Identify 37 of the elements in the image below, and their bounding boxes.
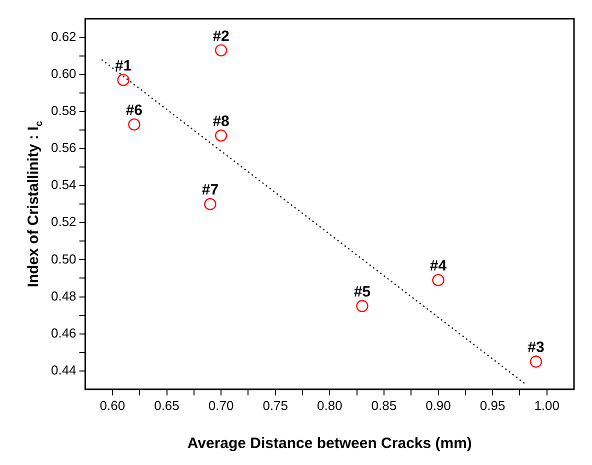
point — [530, 356, 542, 368]
x-tick-label: 1.00 — [534, 398, 560, 413]
x-tick-label: 0.75 — [262, 398, 288, 413]
x-tick-label: 0.70 — [208, 398, 234, 413]
point — [356, 300, 368, 312]
y-tick-label: 0.52 — [50, 214, 76, 230]
y-tick-label: 0.44 — [50, 362, 76, 378]
x-tick-label: 0.85 — [371, 398, 397, 413]
annotation: #7 — [202, 182, 219, 199]
y-axis-title: Index of Cristallinity : Ic — [25, 120, 45, 288]
x-axis-title: Average Distance between Cracks (mm) — [187, 435, 472, 452]
y-tick-label: 0.54 — [50, 177, 76, 192]
y-tick-label: 0.56 — [50, 140, 76, 156]
annotation: #6 — [126, 102, 143, 120]
y-tick-label: 0.58 — [50, 103, 76, 118]
annotation: #4 — [430, 258, 448, 275]
point — [117, 74, 130, 86]
x-tick-label: 0.95 — [480, 398, 506, 413]
y-tick-label: 0.50 — [50, 251, 76, 266]
y-tick-label: 0.48 — [50, 288, 76, 304]
x-tick-label: 0.80 — [316, 398, 342, 413]
annotation: #8 — [212, 113, 230, 130]
y-tick-label: 0.60 — [50, 66, 76, 81]
x-tick-label: 0.65 — [154, 398, 180, 413]
point — [214, 44, 228, 56]
point — [432, 274, 444, 286]
annotation: #5 — [354, 284, 371, 301]
annotation: #2 — [212, 28, 230, 45]
point — [128, 118, 140, 131]
y-tick-label: 0.46 — [50, 325, 76, 340]
annotation: #3 — [528, 339, 544, 356]
y-tick-label: 0.62 — [50, 28, 76, 44]
x-tick-label: 0.60 — [100, 398, 126, 413]
x-tick-label: 0.90 — [426, 398, 451, 413]
annotation: #1 — [114, 58, 132, 75]
point — [214, 129, 228, 142]
point — [204, 198, 216, 210]
